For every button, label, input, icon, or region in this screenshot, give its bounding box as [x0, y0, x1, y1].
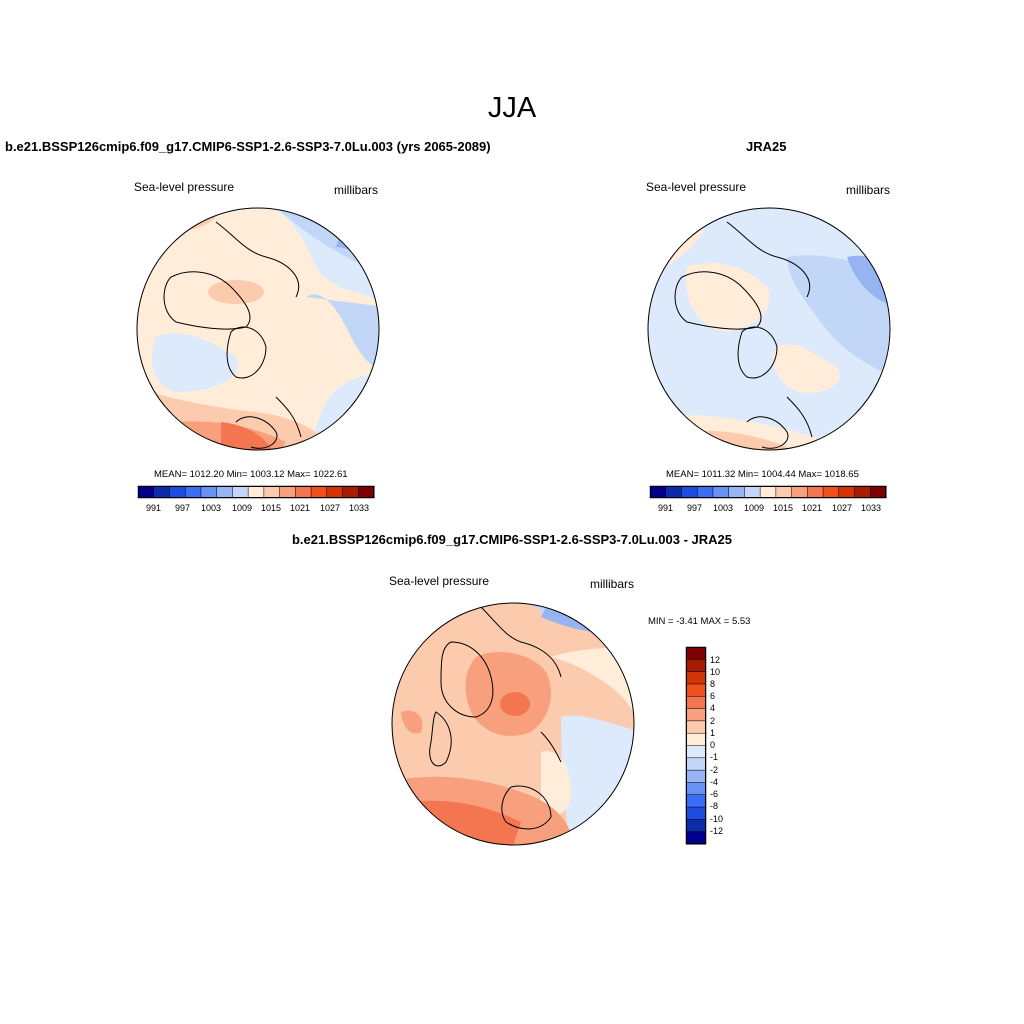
colorbar-swatch	[685, 806, 707, 820]
diff-colorbar-label: 12	[710, 655, 721, 665]
panel-left-colorbar-tick: 1009	[232, 503, 253, 513]
season-title: JJA	[487, 92, 537, 124]
panel-left-colorbar-tick: 991	[146, 503, 162, 513]
diff-colorbar-label: -10	[710, 814, 724, 824]
panel-left-colorbar-tick: 1003	[201, 503, 222, 513]
colorbar-swatch	[744, 485, 761, 499]
colorbar-swatch	[169, 485, 186, 499]
panel-diff-stats: MIN = -3.41 MAX = 5.53	[648, 616, 751, 627]
panel-left-polar-map	[136, 207, 380, 451]
colorbar-swatch	[153, 485, 171, 499]
panel-right-colorbar-tick: 1009	[744, 503, 765, 513]
colorbar-swatch	[279, 485, 296, 499]
colorbar-swatch	[685, 831, 707, 845]
colorbar-swatch	[685, 708, 707, 722]
colorbar-swatch	[728, 485, 745, 499]
diff-colorbar-label: 1	[710, 728, 716, 738]
panel-diff-colorbar	[685, 646, 707, 845]
diff-colorbar-label: 0	[710, 740, 716, 750]
colorbar-swatch	[184, 485, 202, 499]
colorbar-swatch	[696, 485, 714, 499]
colorbar-swatch	[665, 485, 683, 499]
colorbar-swatch	[685, 720, 707, 734]
colorbar-swatch	[681, 485, 698, 499]
panel-left-variable-label: Sea-level pressure	[134, 180, 235, 194]
colorbar-swatch	[685, 757, 707, 771]
panel-right-colorbar-tick: 1015	[773, 503, 794, 513]
colorbar-swatch	[263, 485, 281, 499]
diff-colorbar-label: -6	[710, 789, 719, 799]
panel-diff-polar-map	[391, 602, 635, 846]
panel-right-colorbar-tick: 997	[687, 503, 703, 513]
colorbar-swatch	[216, 485, 233, 499]
panel-right-units-label: millibars	[846, 183, 891, 197]
panel-left-colorbar-tick: 1015	[261, 503, 282, 513]
colorbar-swatch	[870, 485, 887, 499]
diff-colorbar-label: 4	[710, 703, 716, 713]
colorbar-swatch	[685, 671, 707, 685]
panel-left-title: b.e21.BSSP126cmip6.f09_g17.CMIP6-SSP1-2.…	[5, 139, 491, 154]
colorbar-swatch	[685, 782, 707, 796]
colorbar-swatch	[685, 769, 707, 783]
colorbar-swatch	[685, 732, 707, 747]
colorbar-swatch	[791, 485, 808, 499]
colorbar-swatch	[854, 485, 871, 499]
colorbar-swatch	[822, 485, 840, 499]
diff-colorbar-label: -12	[710, 826, 724, 836]
colorbar-swatch	[838, 485, 856, 499]
colorbar-swatch	[685, 646, 707, 660]
panel-right-variable-label: Sea-level pressure	[646, 180, 747, 194]
panel-right-colorbar-tick: 1033	[861, 503, 882, 513]
diff-colorbar-label: -1	[710, 752, 719, 762]
colorbar-swatch	[685, 794, 707, 808]
colorbar-swatch	[358, 485, 375, 499]
panel-right-colorbar-tick: 1021	[802, 503, 823, 513]
colorbar-swatch	[775, 485, 793, 499]
colorbar-swatch	[232, 485, 249, 499]
colorbar-swatch	[685, 683, 707, 697]
colorbar-swatch	[685, 696, 707, 710]
diff-colorbar-label: 6	[710, 691, 716, 701]
panel-right-stats: MEAN= 1011.32 Min= 1004.44 Max= 1018.65	[666, 469, 859, 480]
panel-diff-units-label: millibars	[590, 577, 635, 591]
panel-right-colorbar-tick: 1027	[832, 503, 853, 513]
colorbar-swatch	[247, 485, 265, 499]
panel-diff-variable-label: Sea-level pressure	[389, 574, 490, 588]
diff-colorbar-label: 8	[710, 679, 716, 689]
colorbar-swatch	[685, 819, 707, 833]
colorbar-swatch	[310, 485, 328, 499]
colorbar-swatch	[295, 485, 312, 499]
diff-colorbar-label: 2	[710, 716, 716, 726]
panel-left-colorbar-tick: 1021	[290, 503, 311, 513]
panel-right-colorbar-tick: 991	[658, 503, 674, 513]
colorbar-swatch	[200, 485, 218, 499]
colorbar-swatch	[342, 485, 359, 499]
panel-left-stats: MEAN= 1012.20 Min= 1003.12 Max= 1022.61	[154, 469, 348, 480]
diff-colorbar-label: 10	[710, 667, 721, 677]
panel-left-colorbar-tick: 997	[175, 503, 191, 513]
colorbar-swatch	[137, 485, 155, 499]
panel-left-units-label: millibars	[334, 183, 379, 197]
colorbar-swatch	[712, 485, 730, 499]
colorbar-swatch	[807, 485, 824, 499]
panel-right-colorbar-tick: 1003	[713, 503, 734, 513]
panel-right-colorbar	[649, 485, 887, 499]
panel-left-colorbar	[137, 485, 375, 499]
panel-left-colorbar-tick: 1027	[320, 503, 341, 513]
panel-right-polar-map	[647, 207, 891, 451]
colorbar-swatch	[759, 485, 777, 499]
diff-colorbar-label: -8	[710, 801, 719, 811]
diff-colorbar-label: -4	[710, 777, 719, 787]
panel-diff-title: b.e21.BSSP126cmip6.f09_g17.CMIP6-SSP1-2.…	[291, 532, 733, 547]
colorbar-swatch	[685, 745, 707, 759]
colorbar-swatch	[326, 485, 344, 499]
panel-right-title: JRA25	[746, 139, 787, 154]
diff-colorbar-label: -2	[710, 765, 719, 775]
colorbar-swatch	[649, 485, 667, 499]
colorbar-swatch	[685, 659, 707, 673]
panel-left-colorbar-tick: 1033	[349, 503, 370, 513]
